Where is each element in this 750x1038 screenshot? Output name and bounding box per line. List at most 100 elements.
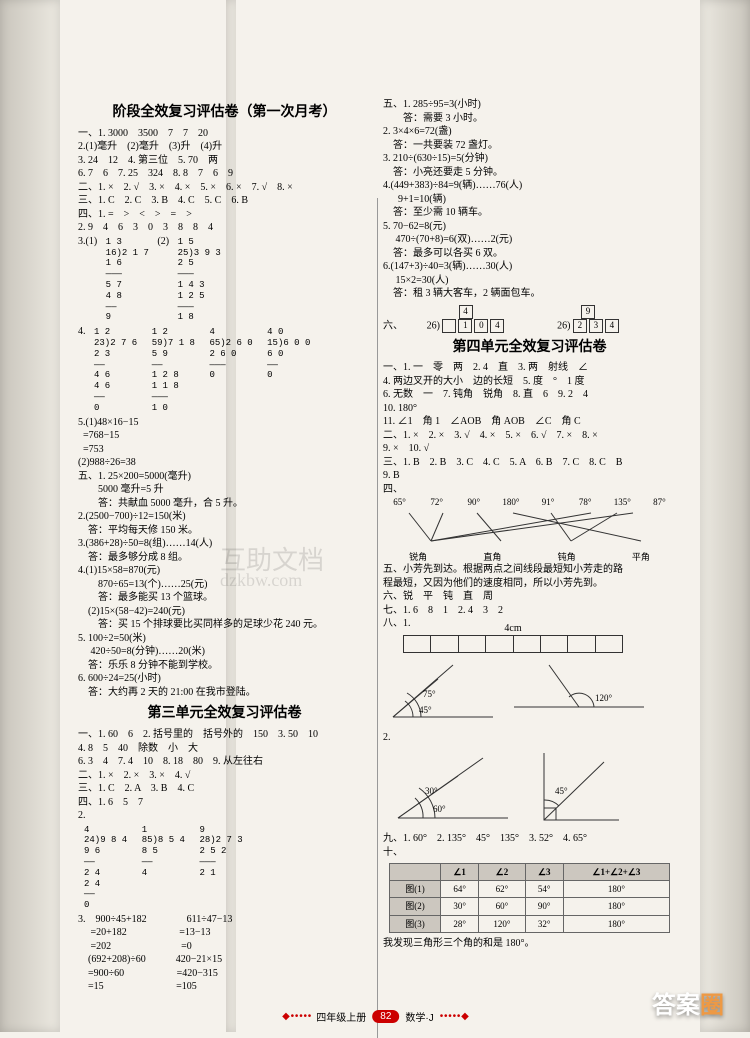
text-line: 10. 180°	[383, 402, 676, 416]
text-line: 三、1. C 2. C 3. B 4. C 5. C 6. B	[78, 194, 371, 208]
table-row: 图(2) 30° 60° 90° 180°	[389, 898, 669, 915]
text-line: 五、1. 285÷95=3(小时)	[383, 98, 676, 112]
angle-categories: 锐角直角钝角平角	[383, 551, 676, 563]
text-line: 答：平均每天修 150 米。	[78, 524, 371, 538]
text-line: 4. 两边叉开的大小 边的长短 5. 度 ° 1 度	[383, 375, 676, 389]
text-line: 三、1. C 2. A 3. B 4. C	[78, 782, 371, 796]
page-number: 82	[372, 1010, 399, 1023]
dots-icon: • • • • • ◆	[440, 1011, 468, 1022]
text-line: 一、1. 60 6 2. 括号里的 括号外的 150 3. 50 10	[78, 728, 371, 742]
text-line: 6. 无数 一 7. 钝角 锐角 8. 直 6 9. 2 4	[383, 388, 676, 402]
section-title-1: 阶段全效复习评估卷（第一次月考）	[78, 102, 371, 121]
text-line: 5.(1)48×16−15	[78, 416, 371, 430]
text-line: 6. 3 4 7. 4 10 8. 18 80 9. 从左往右	[78, 755, 371, 769]
digit-box: 2	[573, 319, 587, 333]
divisor: 26	[557, 320, 567, 331]
column-divider	[377, 198, 378, 1038]
text-line: 5. 100÷2=50(米)	[78, 632, 371, 646]
text-line: 2.(2500−700)÷12=150(米)	[78, 510, 371, 524]
label: (2)	[157, 236, 169, 247]
text-line: 答：乐乐 8 分钟不能到学校。	[78, 659, 371, 673]
text-line: =15 =105	[78, 980, 371, 994]
long-division: 1 316)2 1 7 1 6 ——— 5 7 4 8 —— 9	[106, 237, 149, 323]
text-line: 程最短，又因为他们的速度相同，所以小芳先到。	[383, 577, 676, 591]
text-line: 6. 7 6 7. 25 324 8. 8 7 6 9	[78, 167, 371, 181]
text-line: 七、1. 6 8 1 2. 4 3 2	[383, 604, 676, 618]
text-line: 5. 70−62=8(元)	[383, 220, 676, 234]
long-division: 1 525)3 9 3 2 5 ——— 1 4 3 1 2 5 ——— 1 8	[178, 237, 221, 323]
text-line: 答：至少需 10 辆车。	[383, 206, 676, 220]
angle-diagram-icon: 120°	[509, 657, 649, 727]
text-line: 八、1.	[383, 617, 676, 631]
angle-sketches: 75° 45° 120°	[383, 657, 676, 727]
angle-diagram-icon: 75° 45°	[383, 657, 503, 727]
text-line: 4. 8 5 40 除数 小 大	[78, 742, 371, 756]
text-line: 2.(1)毫升 (2)毫升 (3)升 (4)升	[78, 140, 371, 154]
text-line: 一、1. 一 零 两 2. 4 直 3. 两 射线 ∠	[383, 361, 676, 375]
long-division: 465)2 6 0 2 6 0 ——— 0	[209, 327, 252, 381]
digit-box: 4	[605, 319, 619, 333]
digit-box: 4	[490, 319, 504, 333]
text-line: 五、1. 25×200=5000(毫升)	[78, 470, 371, 484]
text-line: (2)15×(58−42)=240(元)	[78, 605, 371, 619]
angle-sketches-2: 30° 60° 45°	[383, 748, 676, 828]
svg-text:45°: 45°	[419, 705, 432, 715]
text-line: 答：大约再 2 天的 21:00 在我市登陆。	[78, 686, 371, 700]
page-footer: ◆ • • • • • 四年级上册 82 数学·J • • • • • ◆	[282, 1009, 468, 1024]
text-line: 三、1. B 2. B 3. C 4. C 5. A 6. B 7. C 8. …	[383, 456, 676, 470]
text-line: 9+1=10(辆)	[383, 193, 676, 207]
text-line: 答：买 15 个排球要比买同样多的足球少花 240 元。	[78, 618, 371, 632]
left-column: 阶段全效复习评估卷（第一次月考） 一、1. 3000 3500 7 7 20 2…	[72, 98, 377, 978]
mapping-lines-icon	[391, 511, 671, 545]
text-line: 答：租 3 辆大客车，2 辆面包车。	[383, 287, 676, 301]
digit-box	[442, 319, 456, 333]
text-line: 二、1. × 2. × 3. √ 4. × 5. × 6. √ 7. × 8. …	[383, 429, 676, 443]
divisor: 26	[427, 320, 437, 331]
digit-box: 9	[581, 305, 595, 319]
digit-box: 0	[474, 319, 488, 333]
label: 3.(1)	[78, 236, 97, 247]
six-row: 六、 4 26) 1 0 4 9 26) 2 3 4	[383, 305, 676, 333]
long-division: 424)9 8 4 9 6 —— 2 4 2 4 —— 0	[84, 825, 127, 911]
digit-box: 4	[459, 305, 473, 319]
section-title-3: 第四单元全效复习评估卷	[383, 337, 676, 356]
text-line: 470÷(70+8)=6(双)……2(元)	[383, 233, 676, 247]
longdiv-row-u3: 424)9 8 4 9 6 —— 2 4 2 4 —— 0 185)8 5 4 …	[78, 823, 371, 913]
long-division: 1 259)7 1 8 5 9 —— 1 2 8 1 1 8 ——— 1 0	[152, 327, 195, 413]
text-line: 六、锐 平 钝 直 周	[383, 590, 676, 604]
svg-text:45°: 45°	[555, 786, 568, 796]
footer-left: 四年级上册	[316, 1009, 366, 1024]
text-line: 五、小芳先到达。根据两点之间线段最短知小芳走的路	[383, 563, 676, 577]
text-line: 答：小亮还要走 5 分钟。	[383, 166, 676, 180]
long-division: 4 015)6 0 0 6 0 —— 0	[267, 327, 310, 381]
text-line: 我发现三角形三个角的和是 180°。	[383, 937, 676, 951]
label: 2.	[383, 731, 676, 745]
ruler-label: 4cm	[504, 622, 521, 636]
text-line: 答：最多能买 13 个篮球。	[78, 591, 371, 605]
ruler-diagram: 4cm	[403, 635, 623, 653]
text-line: 四、1. = > < > = >	[78, 208, 371, 222]
svg-text:75°: 75°	[423, 689, 436, 699]
angle-classify: 四、 65°72°90°180°91°78°135°87° 锐角直角钝角平角	[383, 483, 676, 563]
text-line: 答：一共要装 72 盏灯。	[383, 139, 676, 153]
text-line: 11. ∠1 角 1 ∠AOB 角 AOB ∠C 角 C	[383, 415, 676, 429]
watermark-url: dzkbw.com	[220, 570, 302, 591]
text-line: 4.(449+383)÷84=9(辆)……76(人)	[383, 179, 676, 193]
text-line: 15×2=30(人)	[383, 274, 676, 288]
text-line: (2)988÷26=38	[78, 456, 371, 470]
text-line: 3. 24 12 4. 第三位 5. 70 两	[78, 154, 371, 168]
svg-text:120°: 120°	[595, 693, 613, 703]
table-row: 图(3) 28° 120° 32° 180°	[389, 915, 669, 932]
digit-box: 3	[589, 319, 603, 333]
longdiv-row-4: 4. 1 223)2 7 6 2 3 —— 4 6 4 6 —— 0 1 259…	[78, 325, 371, 415]
text-line: =202 =0	[78, 940, 371, 954]
text-line: 二、1. × 2. √ 3. × 4. × 5. × 6. × 7. √ 8. …	[78, 181, 371, 195]
text-line: 420÷50=8(分钟)……20(米)	[78, 645, 371, 659]
long-division: 1 223)2 7 6 2 3 —— 4 6 4 6 —— 0	[94, 327, 137, 413]
text-line: 3. 900÷45+182 611÷47−13	[78, 913, 371, 927]
label: 六、	[383, 320, 403, 331]
dots-icon: ◆ • • • • •	[282, 1011, 310, 1022]
digit-box: 1	[458, 319, 472, 333]
label: 四、	[383, 484, 403, 495]
table-row: 图(1) 64° 62° 54° 180°	[389, 881, 669, 898]
